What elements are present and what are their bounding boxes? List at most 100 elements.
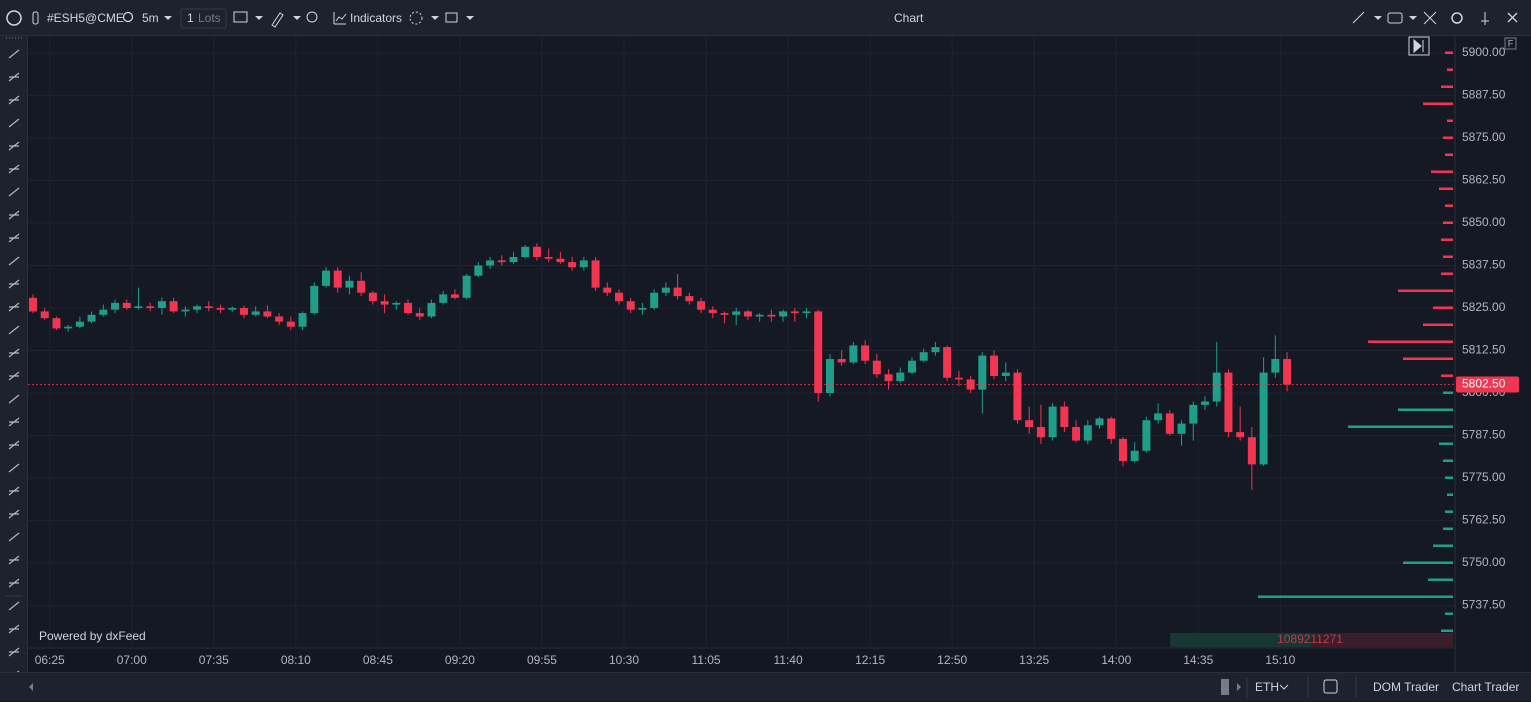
candle-body [99, 309, 108, 315]
candle-body [111, 302, 120, 310]
drawing-tool[interactable] [8, 233, 20, 243]
candle-body [532, 246, 541, 257]
candle-body [427, 302, 436, 317]
camera-icon[interactable] [1387, 12, 1403, 24]
drawing-tool[interactable] [8, 164, 20, 174]
volume-profile-bar [1443, 136, 1453, 139]
volume-profile-bar [1443, 459, 1453, 462]
expand-icon[interactable] [1423, 11, 1437, 25]
volume-profile-bar [1439, 442, 1453, 445]
crosshair-icon[interactable] [409, 11, 423, 25]
candle-body [216, 308, 225, 310]
dom-trader-button[interactable]: DOM Trader [1373, 680, 1440, 694]
drawing-tool[interactable] [8, 509, 20, 519]
session[interactable]: ETH [1255, 680, 1279, 694]
drawing-tool[interactable] [8, 601, 20, 611]
volume-profile-bar [1368, 340, 1453, 343]
drawing-tool[interactable] [8, 279, 20, 289]
drawing-tool[interactable] [8, 95, 20, 105]
drawing-tool[interactable] [8, 348, 20, 358]
candle-body [1142, 420, 1151, 451]
drawing-tool[interactable] [8, 302, 20, 312]
volume-profile-bar [1433, 544, 1453, 547]
volume-box-down [1311, 633, 1453, 647]
indicators-button[interactable]: Indicators [350, 11, 403, 25]
candle-body [755, 314, 764, 317]
volume-profile-bar [1423, 323, 1453, 326]
drawing-tool[interactable] [8, 647, 20, 657]
candle-body [943, 347, 952, 378]
candle-body [908, 360, 916, 373]
drawing-tool[interactable] [8, 440, 20, 450]
calendar-icon[interactable] [1323, 679, 1338, 694]
drawing-tool[interactable] [8, 256, 20, 266]
candle-body [521, 246, 530, 257]
scroll-left[interactable] [29, 683, 33, 691]
close-icon[interactable] [1507, 12, 1518, 23]
drawing-tool[interactable] [8, 325, 20, 335]
pin-icon[interactable] [1481, 12, 1489, 25]
scroll-thumb[interactable] [1221, 679, 1229, 695]
drawing-tool[interactable] [8, 394, 20, 404]
volume-profile-bar [1445, 204, 1453, 207]
candle-body [849, 345, 858, 363]
link-icon[interactable] [32, 11, 39, 25]
collapse-button[interactable] [1408, 36, 1430, 56]
panel-button-label[interactable]: F [1508, 38, 1514, 48]
candle-body [450, 294, 459, 298]
chart-type-icon[interactable] [233, 11, 248, 23]
session-arrow[interactable] [1279, 684, 1289, 690]
drawing-tool[interactable] [8, 555, 20, 565]
drawing-tool[interactable] [8, 72, 20, 82]
drawing-tool[interactable] [8, 417, 20, 427]
top-toolbar: #ESH5@CME 5m 1 Lots Indicators Chart [0, 0, 1531, 36]
quantity-box[interactable] [180, 8, 227, 29]
volume-profile-bar [1441, 238, 1453, 241]
drawing-tool[interactable] [8, 210, 20, 220]
candle-body [134, 306, 143, 308]
y-tick-label: 5900.00 [1462, 45, 1506, 59]
symbol[interactable]: #ESH5@CME [47, 11, 124, 25]
drawing-tool[interactable] [8, 624, 20, 634]
drawing-tool[interactable] [8, 49, 20, 59]
drawing-tool[interactable] [8, 371, 20, 381]
volume-profile-bar [1445, 153, 1453, 156]
volume-profile-bar [1445, 51, 1453, 54]
candle-body [978, 355, 987, 390]
zoom-icon[interactable] [306, 11, 318, 23]
panel-button[interactable] [1504, 37, 1517, 50]
candle-body [228, 308, 237, 310]
volume-profile-bar [1348, 425, 1453, 428]
sync-icon[interactable] [1352, 11, 1365, 24]
chart-trader-button[interactable]: Chart Trader [1452, 680, 1520, 694]
drawing-tool[interactable] [8, 486, 20, 496]
drawing-tool[interactable] [8, 578, 20, 588]
indicators-icon[interactable] [333, 12, 347, 25]
drawing-tool[interactable] [8, 463, 20, 473]
drawing-tools [5, 37, 23, 680]
drawing-tool[interactable] [8, 532, 20, 542]
search-icon[interactable] [122, 11, 134, 23]
layout-icon[interactable] [445, 12, 458, 23]
drawing-tool[interactable] [8, 118, 20, 128]
candle-body [779, 311, 788, 317]
volume-total: 1089211271 [1277, 632, 1343, 646]
candle-body [1189, 404, 1198, 424]
quantity[interactable]: 1 [187, 11, 194, 25]
drawing-tool[interactable] [8, 187, 20, 197]
candle-body [743, 311, 752, 317]
collapse-icon[interactable] [1413, 38, 1424, 54]
candle-body [1083, 425, 1092, 441]
y-tick-label: 5762.50 [1462, 513, 1506, 527]
scroll-right[interactable] [1237, 683, 1241, 691]
candle-body [193, 306, 202, 310]
drawing-tool[interactable] [8, 141, 20, 151]
candle-body [1060, 406, 1069, 427]
settings-icon[interactable] [1451, 12, 1463, 24]
draw-icon[interactable] [271, 12, 284, 28]
interval[interactable]: 5m [142, 11, 159, 25]
last-price-box [1456, 376, 1519, 393]
volume-profile-bar [1433, 306, 1453, 309]
x-tick-label: 13:25 [1019, 653, 1049, 667]
candle-body [40, 311, 49, 319]
